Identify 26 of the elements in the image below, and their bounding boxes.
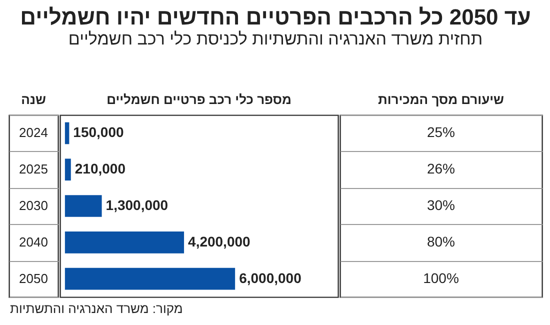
text: שיעורם מסך המכירות — [378, 92, 504, 107]
y-tick-label: 2050 — [19, 270, 48, 286]
bar — [64, 231, 184, 254]
text: 80% — [426, 233, 456, 250]
bar — [64, 268, 236, 290]
data-label: 210,000 — [74, 160, 126, 177]
text: 100% — [423, 270, 459, 286]
text: 25% — [426, 124, 456, 140]
data-label: 1,300,000 — [106, 197, 168, 213]
data-label: 4,200,000 — [188, 233, 251, 250]
text: תחזית משרד האנרגיה והתשתיות לכניסת כלי רכב חשמליים — [68, 29, 483, 48]
bar — [64, 195, 102, 217]
data-label: 6,000,000 — [239, 270, 302, 286]
text: 30% — [426, 197, 456, 213]
bar — [64, 122, 70, 144]
x-axis-title: מספר כלי רכב פרטיים חשמליים — [106, 92, 292, 107]
bar — [64, 158, 71, 181]
y-tick-label: 2040 — [19, 234, 48, 250]
y-tick-label: 2030 — [19, 198, 48, 213]
data-label: 150,000 — [73, 124, 124, 140]
y-tick-label: 2024 — [19, 125, 48, 140]
y-tick-label: 2025 — [19, 162, 48, 177]
chart-title: עד 2050 כל הרכבים הפרטיים החדשים יהיו חשמליים — [20, 4, 531, 30]
y-axis-title: שנה — [21, 92, 46, 107]
text: 26% — [426, 160, 456, 177]
text: מקור: משרד האנרגיה והתשתיות — [10, 301, 183, 316]
